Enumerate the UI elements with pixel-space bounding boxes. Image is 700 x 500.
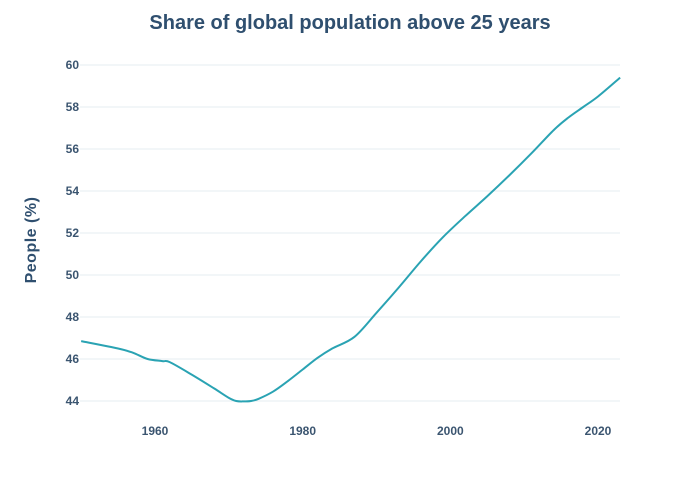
y-tick-label: 46	[66, 352, 80, 366]
x-tick-label: 1960	[142, 424, 169, 438]
series-layer	[80, 76, 621, 403]
y-tick-label: 56	[66, 142, 80, 156]
y-tick-label: 52	[66, 226, 80, 240]
y-tick-label: 44	[66, 394, 80, 408]
y-tick-label: 54	[66, 184, 80, 198]
y-tick-label: 48	[66, 310, 80, 324]
y-axis-label: People (%)	[23, 197, 40, 284]
x-tick-label: 2000	[437, 424, 464, 438]
y-tick-label: 60	[66, 58, 80, 72]
x-tick-labels: 1960 1980 2000 2020	[142, 424, 612, 438]
y-tick-label: 58	[66, 100, 80, 114]
y-tick-label: 50	[66, 268, 80, 282]
gridlines	[80, 64, 620, 402]
x-tick-label: 1980	[289, 424, 316, 438]
chart-title: Share of global population above 25 year…	[149, 12, 550, 34]
series-line	[80, 76, 621, 403]
x-tick-label: 2020	[585, 424, 612, 438]
y-tick-labels: 44 46 48 50 52 54 56 58 60	[66, 58, 80, 408]
